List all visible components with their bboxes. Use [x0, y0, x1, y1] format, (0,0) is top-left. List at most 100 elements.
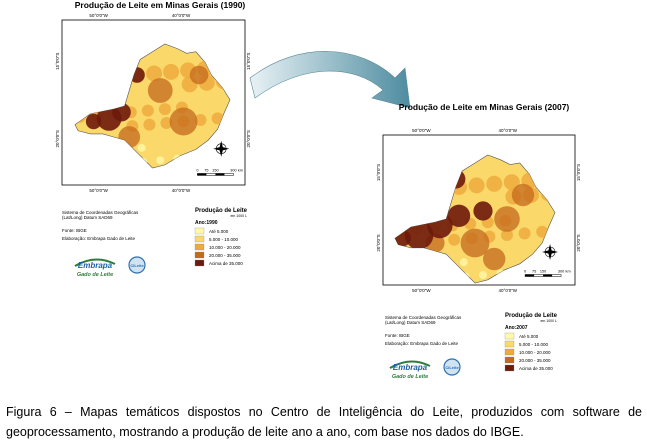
logo-name: Embrapa — [393, 363, 428, 372]
legend-swatch — [194, 259, 205, 267]
map-info: (Lat/Long) Datum SAD69 — [385, 320, 436, 325]
municipality — [518, 227, 531, 240]
municipality — [486, 175, 503, 192]
caption: Figura 6 – Mapas temáticos dispostos no … — [6, 405, 642, 439]
y-coord-label: 20°0'0"S — [55, 130, 60, 147]
scale-label: 0 — [524, 270, 526, 274]
y-coord-label: 20°0'0"S — [246, 130, 251, 147]
municipality — [503, 174, 520, 191]
map-panel: Produção de Leite em Minas Gerais (1990)… — [55, 0, 251, 278]
x-coord-label: 40°0'0"W — [172, 13, 191, 18]
municipality — [473, 201, 493, 221]
map-panel: Produção de Leite em Minas Gerais (2007)… — [376, 102, 581, 380]
scale-label: km — [238, 168, 243, 172]
logo-subtitle: Gado de Leite — [77, 272, 113, 278]
legend-year: Ano:1990 — [195, 220, 218, 226]
logo-name: Embrapa — [78, 261, 113, 270]
figure: Produção de Leite em Minas Gerais (1990)… — [55, 0, 581, 380]
map-info: Elaboração: Embrapa Gado de Leite — [385, 341, 459, 346]
scale-label: 75 — [204, 168, 208, 172]
legend-swatch — [504, 332, 515, 340]
municipality — [160, 117, 173, 130]
scale-label: 0 — [196, 168, 198, 172]
legend-item: 5.000 - 10.000 — [519, 342, 549, 347]
compass — [542, 244, 559, 260]
legend-swatch — [504, 356, 515, 364]
legend-item: Até 5.000 — [209, 229, 229, 234]
municipality — [211, 112, 224, 125]
legend-item: 10.000 - 20.000 — [209, 245, 241, 250]
legend-item: Acima de 35.000 — [209, 261, 243, 266]
logo-subtitle: Gado de Leite — [392, 374, 428, 380]
municipality — [143, 118, 156, 131]
municipality — [447, 204, 471, 227]
logo-swoosh — [74, 258, 116, 267]
ci-logo-text: CILeite — [445, 365, 459, 370]
scale-label: 300 — [558, 270, 564, 274]
map-title: Produção de Leite em Minas Gerais (2007) — [399, 102, 570, 112]
map-info: Elaboração: Embrapa Gado de Leite — [62, 236, 136, 241]
municipality — [189, 65, 209, 85]
municipality — [194, 113, 207, 126]
ci-logo-text: CILeite — [130, 263, 144, 268]
municipality — [146, 65, 163, 82]
municipality — [501, 229, 513, 241]
scale-bar — [525, 274, 535, 277]
y-coord-label: 15°0'0"S — [376, 164, 381, 181]
municipality — [460, 228, 490, 258]
municipality — [141, 104, 154, 117]
legend-swatch — [194, 243, 205, 251]
scale-label: 75 — [532, 270, 536, 274]
legend-swatch — [194, 227, 205, 235]
x-coord-label: 40°0'0"W — [499, 128, 518, 133]
municipality — [479, 271, 487, 279]
x-coord-label: 50°0'0"W — [412, 128, 431, 133]
municipality — [156, 156, 165, 165]
municipality — [536, 225, 549, 238]
municipality — [169, 107, 198, 136]
arrow — [249, 51, 411, 109]
legend-item: Acima de 35.000 — [519, 366, 553, 371]
x-coord-label: 40°0'0"W — [499, 288, 518, 293]
municipality — [448, 233, 461, 246]
legend-year: Ano:2007 — [505, 325, 528, 331]
scale-bar — [543, 274, 553, 277]
ci-logo — [443, 358, 461, 376]
legend-unit: em 1000 L — [540, 319, 557, 323]
legend-item: 20.000 - 35.000 — [519, 358, 551, 363]
municipality — [137, 143, 146, 152]
map-info: Sistema de Coordenadas Geográficas — [385, 315, 462, 320]
map-info: Fonte: IBGE — [385, 333, 410, 338]
legend-swatch — [194, 251, 205, 259]
legend-title: Produção de Leite — [195, 208, 248, 214]
scale-label: 150 — [212, 168, 218, 172]
municipality — [404, 220, 434, 250]
legend-unit: em 1000 L — [230, 214, 247, 218]
y-coord-label: 20°0'0"S — [376, 234, 381, 251]
legend-swatch — [504, 348, 515, 356]
x-coord-label: 50°0'0"W — [89, 188, 108, 193]
x-coord-label: 50°0'0"W — [412, 288, 431, 293]
municipality — [147, 78, 173, 103]
legend-swatch — [504, 364, 515, 372]
y-coord-label: 20°0'0"S — [576, 234, 581, 251]
municipality — [158, 103, 171, 116]
municipality — [483, 247, 506, 271]
scale-label: 150 — [540, 270, 546, 274]
legend-item: 5.000 - 10.000 — [209, 237, 239, 242]
ci-logo — [128, 256, 146, 274]
x-coord-label: 40°0'0"W — [172, 188, 191, 193]
municipality — [511, 183, 535, 207]
legend-title: Produção de Leite — [505, 313, 558, 319]
map-info: (Lat/Long) Datum SAD69 — [62, 215, 113, 220]
map-info: Fonte: IBGE — [62, 228, 87, 233]
compass — [213, 140, 230, 157]
scale-label: 300 — [230, 168, 236, 172]
legend-item: 20.000 - 35.000 — [209, 253, 241, 258]
municipality — [85, 113, 102, 130]
scale-label: km — [566, 270, 571, 274]
municipality — [163, 63, 180, 80]
legend-swatch — [194, 235, 205, 243]
y-coord-label: 15°0'0"S — [55, 53, 60, 70]
